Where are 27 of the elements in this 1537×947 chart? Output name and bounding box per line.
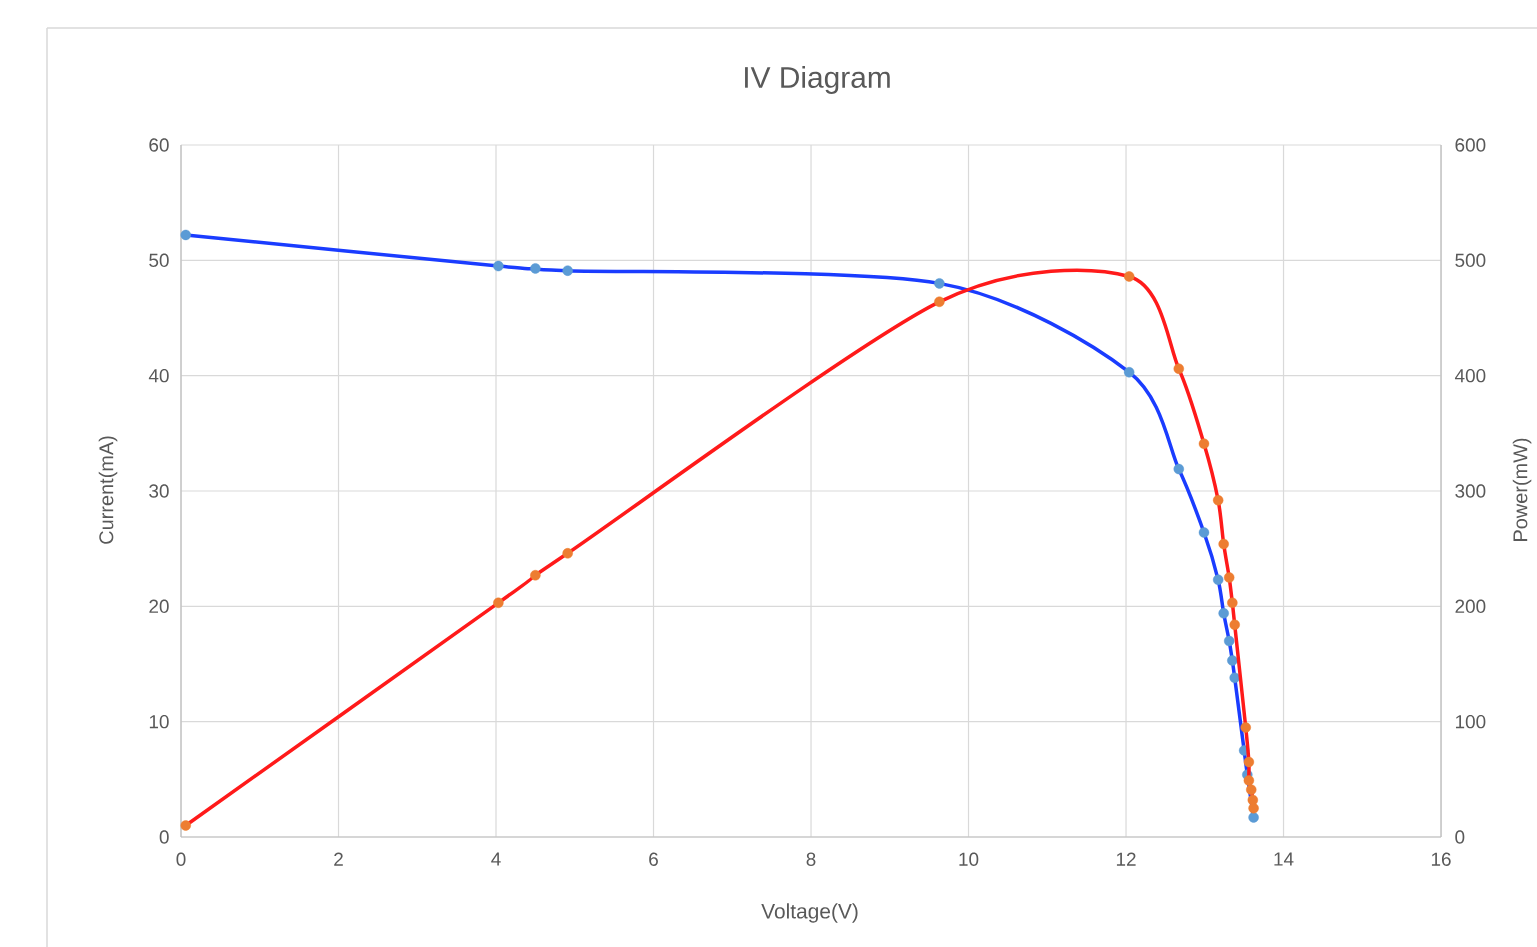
x-tick-label: 8 [806, 852, 816, 866]
y2-tick-label: 200 [1455, 599, 1486, 614]
y-tick-label: 60 [149, 138, 169, 152]
y2-tick-label: 300 [1455, 484, 1486, 498]
y-tick-label: 20 [149, 599, 169, 614]
x-tick-label: 14 [1274, 852, 1294, 866]
y-tick-label: 0 [159, 830, 169, 844]
x-tick-label: 2 [334, 852, 343, 866]
y-tick-label: 50 [149, 253, 169, 268]
y-axis-title: Current(mA) [98, 436, 118, 544]
y2-tick-label: 100 [1455, 714, 1486, 729]
y2-tick-label: 500 [1455, 253, 1486, 268]
x-tick-label: 16 [1431, 852, 1451, 866]
y2-axis-title: Power(mW) [1512, 438, 1532, 541]
x-tick-label: 6 [649, 852, 658, 866]
y2-tick-label: 600 [1455, 138, 1486, 152]
x-tick-label: 0 [176, 852, 186, 866]
y-tick-label: 40 [148, 368, 169, 383]
x-tick-label: 4 [491, 852, 501, 866]
y-tick-label: 10 [149, 714, 169, 729]
x-axis-title: Voltage(V) [761, 903, 858, 923]
chart-title: IV Diagram [745, 66, 890, 94]
y-tick-label: 30 [149, 484, 169, 498]
y2-tick-label: 0 [1455, 830, 1465, 844]
y2-tick-label: 400 [1454, 368, 1486, 383]
x-tick-label: 10 [959, 852, 979, 866]
x-tick-label: 12 [1116, 852, 1136, 866]
